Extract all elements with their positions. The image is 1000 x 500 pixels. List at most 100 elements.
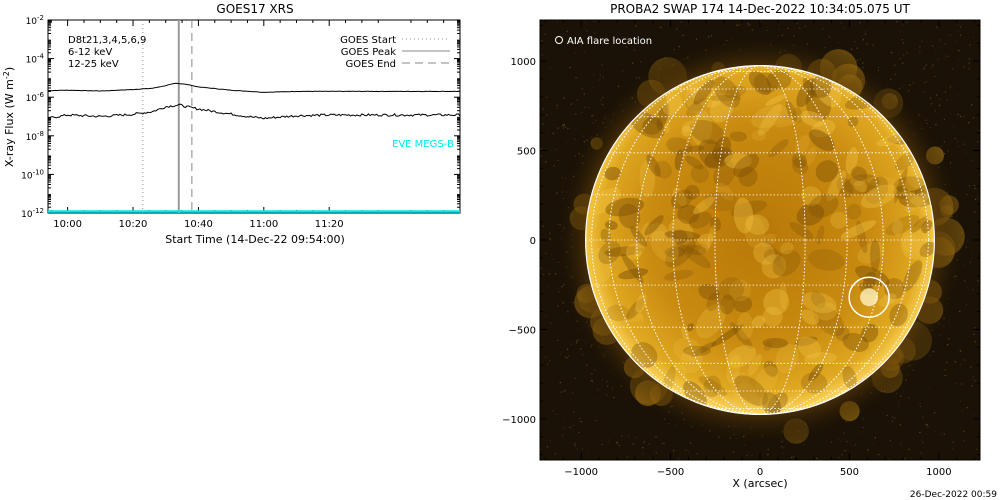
noise-speck xyxy=(944,369,946,371)
noise-speck xyxy=(899,88,901,90)
dark-region-blob xyxy=(729,131,747,142)
noise-speck xyxy=(755,445,757,447)
noise-speck xyxy=(926,434,928,436)
noise-speck xyxy=(854,41,856,43)
noise-speck xyxy=(580,348,582,350)
noise-speck xyxy=(869,435,871,437)
noise-speck xyxy=(959,310,961,312)
noise-speck xyxy=(931,66,933,68)
noise-speck xyxy=(542,204,544,206)
noise-speck xyxy=(901,39,903,41)
noise-speck xyxy=(845,440,848,442)
noise-speck xyxy=(572,94,574,96)
noise-speck xyxy=(685,24,687,26)
noise-speck xyxy=(932,45,934,47)
dark-region-blob xyxy=(738,166,758,187)
noise-speck xyxy=(660,26,662,28)
noise-speck xyxy=(615,412,617,414)
noise-speck xyxy=(902,62,904,64)
dark-region-blob xyxy=(654,160,673,179)
noise-speck xyxy=(974,211,976,213)
noise-speck xyxy=(551,253,553,255)
noise-speck xyxy=(944,43,946,45)
active-region-blob xyxy=(811,119,836,138)
noise-speck xyxy=(970,135,972,137)
noise-speck xyxy=(960,383,962,385)
noise-speck xyxy=(557,305,559,307)
noise-speck xyxy=(948,154,950,156)
noise-speck xyxy=(767,448,769,451)
dark-region-blob xyxy=(698,283,720,301)
noise-speck xyxy=(574,377,576,380)
noise-speck xyxy=(580,420,582,422)
active-region-blob xyxy=(801,186,822,206)
dark-region-blob xyxy=(683,345,712,357)
noise-speck xyxy=(676,28,678,30)
noise-speck xyxy=(925,64,927,66)
noise-speck xyxy=(570,343,572,345)
noise-speck xyxy=(635,25,637,27)
swap-y-tick-label: 1000 xyxy=(511,57,536,68)
active-region-blob xyxy=(639,160,656,198)
dark-region-blob xyxy=(796,78,817,108)
noise-speck xyxy=(975,341,977,343)
noise-speck xyxy=(595,398,597,400)
noise-speck xyxy=(576,448,578,450)
noise-speck xyxy=(878,67,880,69)
noise-speck xyxy=(939,39,941,41)
swap-y-tick-label: −500 xyxy=(509,325,536,336)
dark-region-blob xyxy=(921,220,933,234)
noise-speck xyxy=(546,446,549,448)
noise-speck xyxy=(560,391,563,393)
dark-region-blob xyxy=(604,166,621,181)
noise-speck xyxy=(558,290,560,293)
noise-speck xyxy=(615,442,618,444)
active-region-blob xyxy=(680,348,703,374)
noise-speck xyxy=(839,440,841,442)
noise-speck xyxy=(601,103,603,105)
noise-speck xyxy=(862,418,864,420)
noise-speck xyxy=(621,435,623,437)
noise-speck xyxy=(563,390,565,392)
noise-speck xyxy=(823,457,826,459)
noise-speck xyxy=(565,57,567,59)
noise-speck xyxy=(922,416,924,418)
dark-region-blob xyxy=(772,250,801,277)
noise-speck xyxy=(960,364,962,366)
active-region-blob xyxy=(765,94,787,106)
noise-speck xyxy=(781,446,783,448)
noise-speck xyxy=(960,173,962,175)
dark-region-blob xyxy=(893,186,909,200)
dark-region-blob xyxy=(893,176,925,193)
noise-speck xyxy=(968,58,970,60)
channel-legend-high: 12-25 keV xyxy=(68,59,119,70)
noise-speck xyxy=(957,24,959,26)
noise-speck xyxy=(584,106,586,108)
dark-region-blob xyxy=(680,245,711,269)
noise-speck xyxy=(872,44,874,46)
dark-region-blob xyxy=(766,69,792,90)
noise-speck xyxy=(898,406,900,408)
noise-speck xyxy=(540,408,542,410)
noise-speck xyxy=(542,274,544,276)
noise-speck xyxy=(945,338,948,340)
noise-speck xyxy=(574,52,576,54)
noise-speck xyxy=(581,421,583,423)
noise-speck xyxy=(899,58,901,60)
noise-speck xyxy=(601,64,603,66)
noise-speck xyxy=(553,243,555,245)
noise-speck xyxy=(545,356,547,358)
noise-speck xyxy=(547,285,549,288)
dark-region-blob xyxy=(870,238,881,273)
noise-speck xyxy=(974,380,976,382)
dark-region-blob xyxy=(815,160,839,183)
noise-speck xyxy=(787,452,789,454)
noise-speck xyxy=(922,441,924,444)
noise-speck xyxy=(793,35,795,37)
noise-speck xyxy=(805,458,807,460)
noise-speck xyxy=(957,113,959,116)
dark-region-blob xyxy=(713,160,736,188)
dark-region-blob xyxy=(605,197,645,217)
noise-speck xyxy=(591,376,593,379)
dark-region-blob xyxy=(698,376,728,396)
